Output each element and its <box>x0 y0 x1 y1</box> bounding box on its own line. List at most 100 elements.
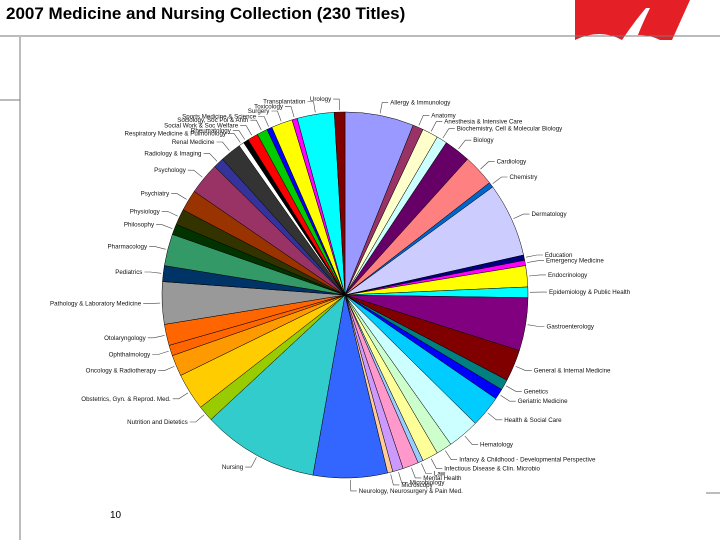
slice-label-physiology: Physiology <box>130 208 161 215</box>
leader-line-hematology <box>464 435 478 445</box>
slice-label-genetics: Genetics <box>524 388 548 395</box>
leader-line-renal-medicine <box>216 141 230 151</box>
leader-line-education <box>526 254 543 258</box>
leader-line-genetics <box>505 385 522 392</box>
slice-label-education: Education <box>545 252 573 259</box>
slice-label-pharmacology: Pharmacology <box>108 244 148 251</box>
slice-label-mental-health: Mental Health <box>423 475 462 482</box>
leader-line-neurology-neurosurgery-pain-med <box>350 479 357 492</box>
leader-line-obstetrics-gyn-reprod-med <box>172 392 189 400</box>
slice-label-microbiology: Microbiology <box>410 480 446 487</box>
leader-line-ophthalmology <box>152 350 169 355</box>
leader-line-philosophy <box>156 224 173 229</box>
leader-line-allergy-immunology <box>379 102 389 114</box>
slice-label-psychiatry: Psychiatry <box>141 191 170 198</box>
slice-label-infancy-childhood-developmental-perspective: Infancy & Childhood - Developmental Pers… <box>459 457 596 464</box>
slice-label-dermatology: Dermatology <box>532 211 568 218</box>
pie-slice-nursing <box>210 294 346 476</box>
slice-label-pathology-laboratory-medicine: Pathology & Laboratory Medicine <box>50 301 142 308</box>
slice-label-biochemistry-cell-molecular-biology: Biochemistry, Cell & Molecular Biology <box>457 126 563 133</box>
leader-line-anatomy <box>418 115 430 126</box>
leader-line-geriatric-medicine <box>500 394 516 402</box>
pie-slice-urology <box>333 111 346 296</box>
slice-label-biology: Biology <box>473 137 494 144</box>
leader-line-cardiology <box>480 161 495 170</box>
slice-label-psychology: Psychology <box>154 167 187 174</box>
slice-label-sociology-soc-pol-anth: Sociology, Soc Pol & Anth <box>177 117 249 124</box>
leader-line-infectious-disease-clin-microbio <box>430 458 443 469</box>
slice-label-neurology-neurosurgery-pain-med: Neurology, Neurosurgery & Pain Med. <box>359 488 463 495</box>
leader-line-physiology <box>161 211 178 217</box>
leader-line-endocrinology <box>528 274 546 277</box>
leader-line-surgery <box>271 110 282 122</box>
pie-slices <box>161 111 529 479</box>
slice-label-general-internal-medicine: General & Internal Medicine <box>534 368 611 375</box>
slice-label-nursing: Nursing <box>222 464 244 471</box>
leader-line-psychiatry <box>171 193 187 200</box>
slice-label-endocrinology: Endocrinology <box>548 272 588 279</box>
slice-label-philosophy: Philosophy <box>124 222 155 229</box>
slice-label-geriatric-medicine: Geriatric Medicine <box>518 398 568 405</box>
slice-label-health-social-care: Health & Social Care <box>504 417 562 424</box>
leader-line-oncology-radiotherapy <box>158 366 175 372</box>
slice-label-cardiology: Cardiology <box>497 159 527 166</box>
leader-line-psychology <box>187 169 203 178</box>
leader-line-microbiology <box>398 472 408 483</box>
leader-line-anesthesia-intensive-care <box>430 121 443 132</box>
leader-line-gastroenterology <box>527 324 545 327</box>
leader-line-otolaryngology <box>147 335 165 339</box>
leader-line-dermatology <box>513 213 530 219</box>
leader-line-general-internal-medicine <box>515 366 532 372</box>
label-leaders <box>143 98 547 492</box>
leader-line-chemistry <box>492 176 508 184</box>
leader-line-respiratory-medicine-pulmonology <box>228 133 241 143</box>
slice-label-epidemiology-public-health: Epidemiology & Public Health <box>549 289 631 296</box>
slice-label-respiratory-medicine-pulmonology: Respiratory Medicine & Pulmonology <box>125 130 227 137</box>
brand-red-mark <box>575 0 690 40</box>
slice-label-renal-medicine: Renal Medicine <box>172 139 215 146</box>
slice-label-hematology: Hematology <box>480 441 514 448</box>
slice-label-ophthalmology: Ophthalmology <box>109 352 152 359</box>
slice-label-law: Law <box>434 471 446 478</box>
leader-line-toxicology <box>285 106 295 118</box>
leader-line-rheumatology <box>232 130 246 140</box>
slice-label-sports-medicine-science: Sports Medicine & Science <box>182 114 257 121</box>
slice-label-microscopy: Microscopy <box>401 482 433 489</box>
brand-red-mark-cut <box>622 8 650 40</box>
leader-line-emergency-medicine <box>527 260 544 263</box>
slice-label-chemistry: Chemistry <box>510 174 539 181</box>
slice-label-otolaryngology: Otolaryngology <box>104 335 147 342</box>
leader-line-infancy-childhood-developmental-perspective <box>444 450 458 461</box>
leader-line-transplantation <box>307 101 316 113</box>
leader-line-biochemistry-cell-molecular-biology <box>442 128 455 139</box>
slice-label-allergy-immunology: Allergy & Immunology <box>390 100 451 107</box>
leader-line-pathology-laboratory-medicine <box>143 302 161 304</box>
leader-line-pharmacology <box>149 246 166 250</box>
leader-line-nursing <box>245 457 257 468</box>
slice-label-radiology-imaging: Radiology & Imaging <box>144 150 202 157</box>
slice-label-urology: Urology <box>310 96 332 103</box>
slice-label-gastroenterology: Gastroenterology <box>547 324 595 331</box>
slice-label-pediatrics: Pediatrics <box>115 269 142 276</box>
slice-label-rheumatology: Rheumatology <box>191 127 232 134</box>
brand-logo-shape <box>575 0 690 40</box>
slice-label-social-work-soc-welfare: Social Work & Soc Welfare <box>164 123 239 130</box>
slice-label-nutrition-and-dietetics: Nutrition and Dietetics <box>127 419 188 426</box>
slice-label-anesthesia-intensive-care: Anesthesia & Intensive Care <box>444 119 523 126</box>
slice-label-infectious-disease-clin-microbio: Infectious Disease & Clin. Microbio <box>444 465 540 472</box>
leader-line-urology <box>333 98 340 111</box>
leader-line-health-social-care <box>487 412 503 421</box>
leader-line-social-work-soc-welfare <box>240 125 252 136</box>
leader-line-law <box>421 463 432 474</box>
page-title: 2007 Medicine and Nursing Collection (23… <box>6 4 406 23</box>
slice-label-emergency-medicine: Emergency Medicine <box>546 258 604 265</box>
slice-label-oncology-radiotherapy: Oncology & Radiotherapy <box>86 368 157 375</box>
leader-line-radiology-imaging <box>203 153 218 162</box>
leader-line-sociology-soc-pol-anth <box>250 119 262 131</box>
slice-label-transplantation: Transplantation <box>263 99 306 106</box>
page-number: 10 <box>110 510 122 521</box>
slice-label-anatomy: Anatomy <box>431 112 456 119</box>
